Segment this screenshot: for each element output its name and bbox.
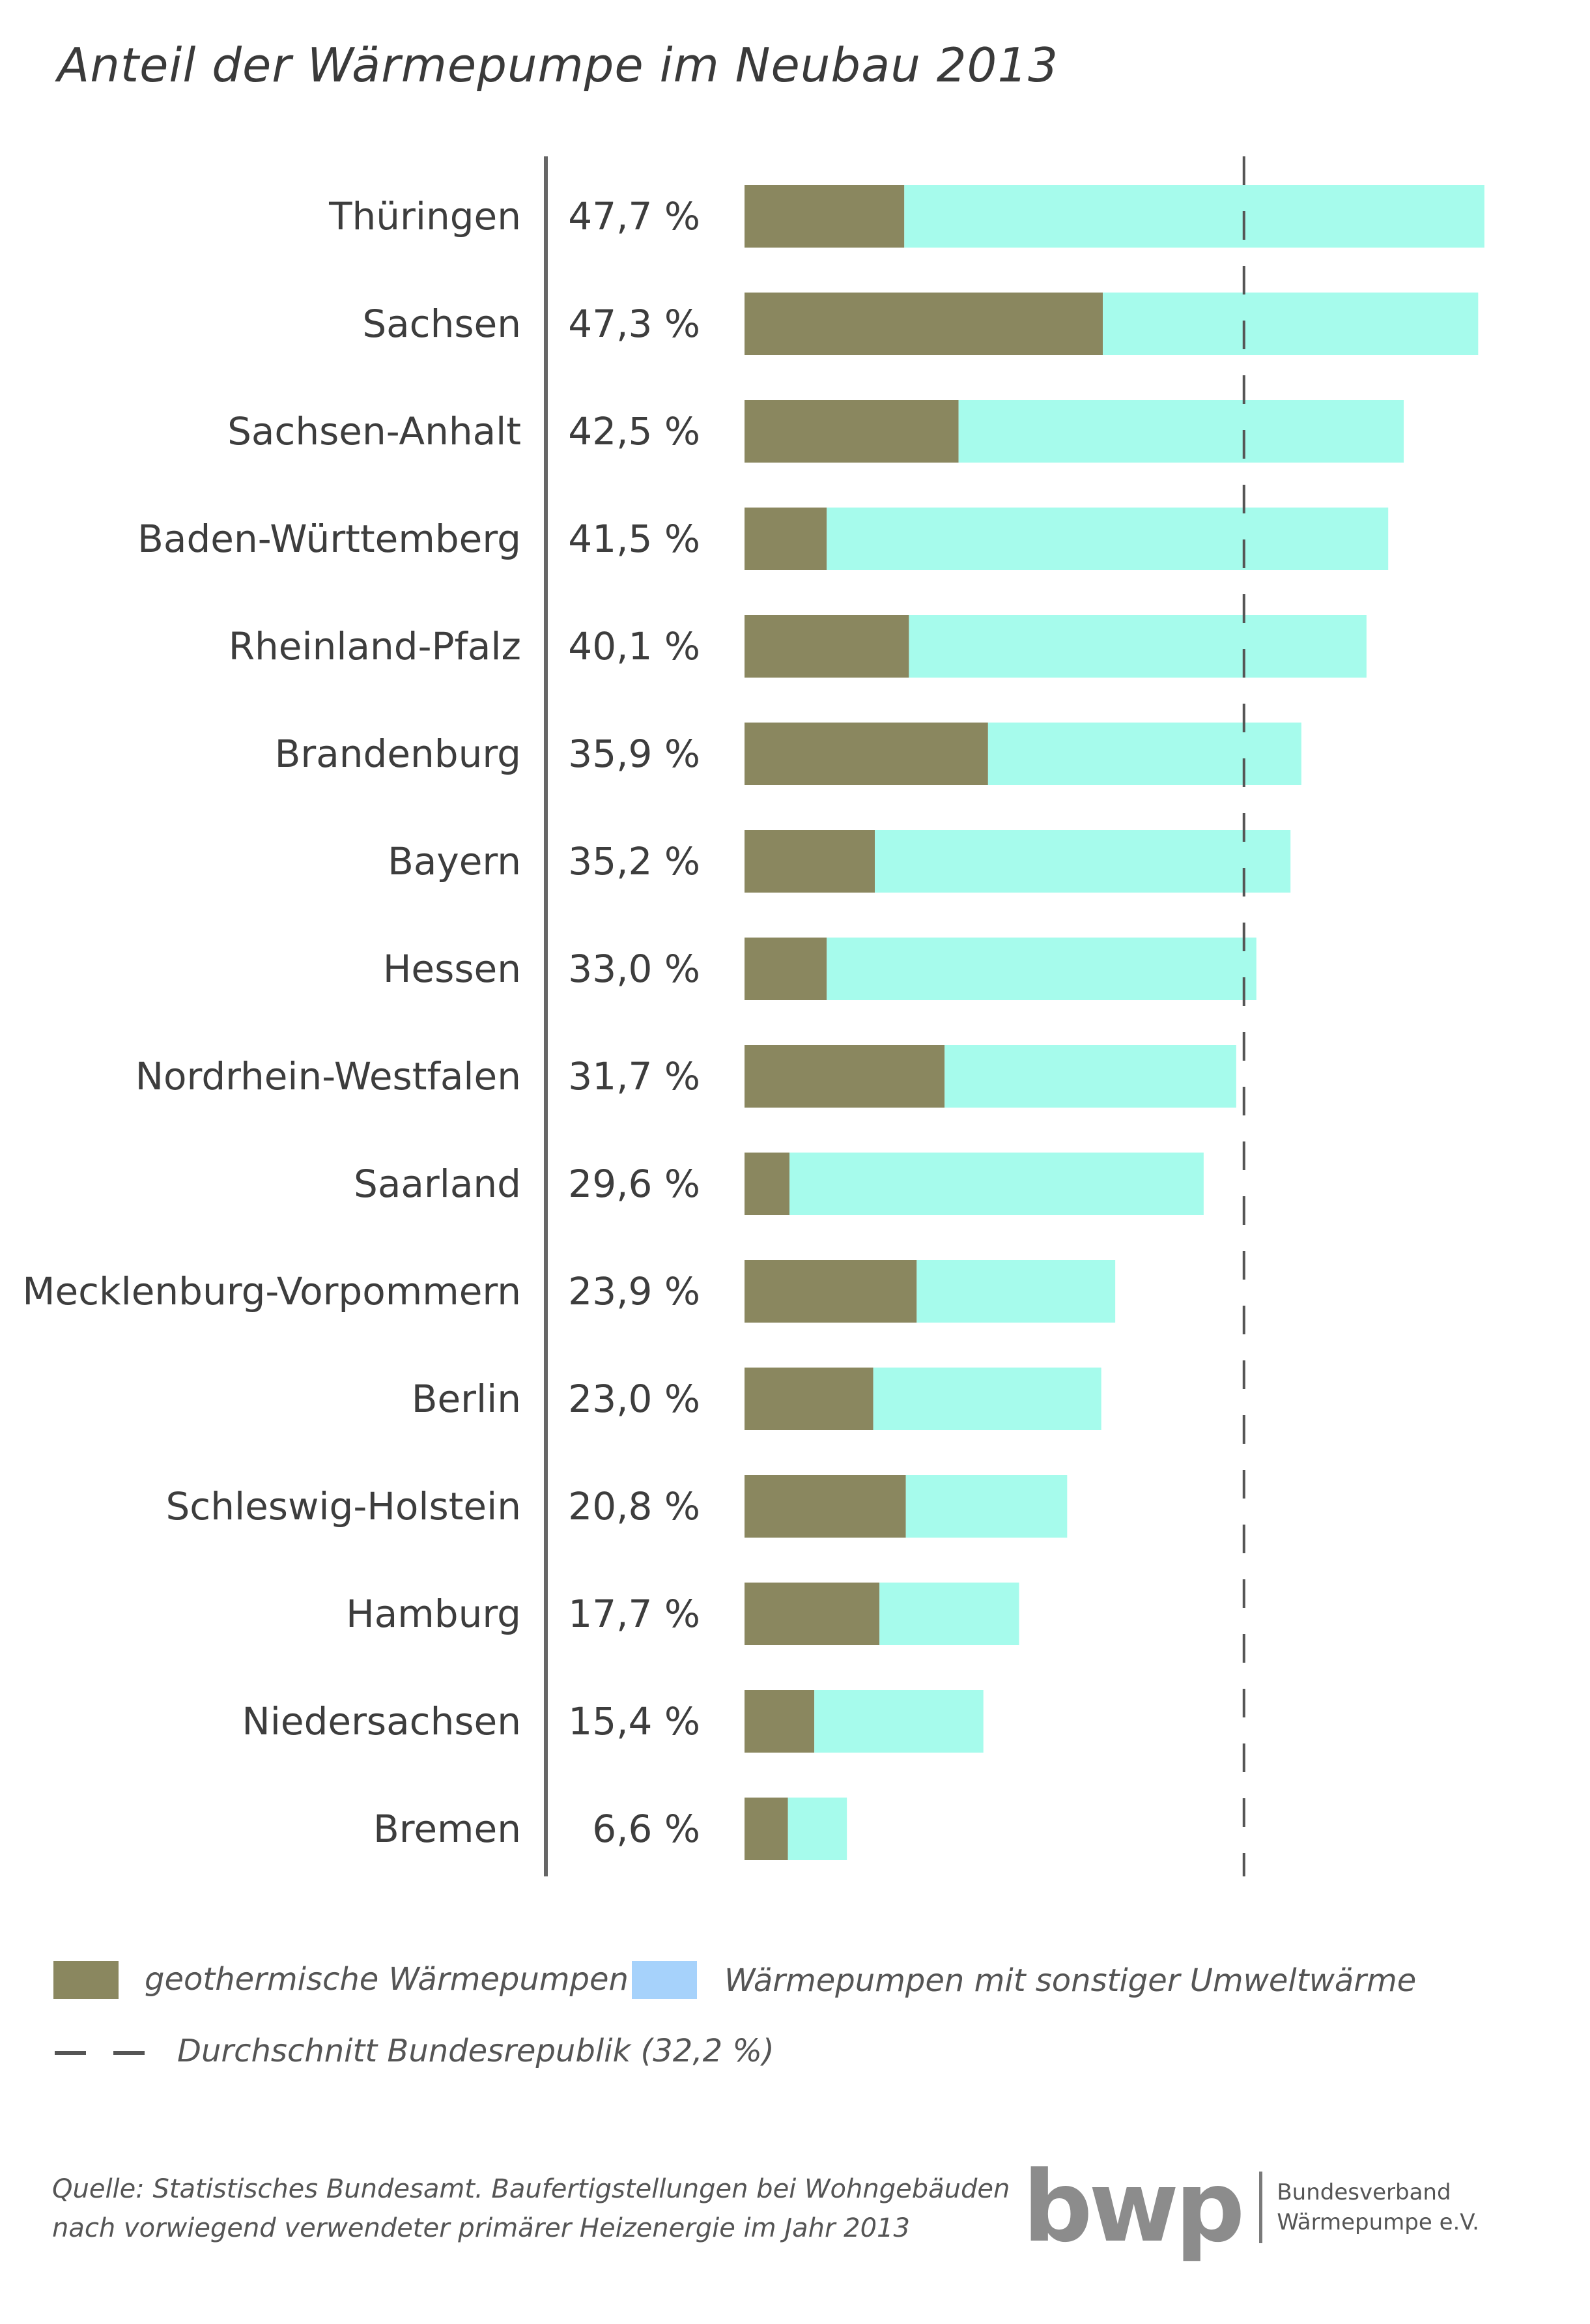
bar-geothermal <box>745 1690 815 1753</box>
bar-environment <box>1103 293 1479 355</box>
logo-separator <box>1259 2172 1263 2243</box>
bar-environment <box>827 938 1256 1000</box>
bar-geothermal <box>745 1045 945 1108</box>
logo-line-2: Wärmepumpe e.V. <box>1277 2209 1479 2235</box>
bar-environment <box>814 1690 984 1753</box>
bar-environment <box>789 1153 1204 1215</box>
source-line-2: nach vorwiegend verwendeter primärer Hei… <box>52 2213 910 2243</box>
legend-label-average: Durchschnitt Bundesrepublik (32,2 %) <box>177 2033 774 2069</box>
value-label: 23,0 % <box>568 1377 700 1421</box>
value-label: 15,4 % <box>568 1699 700 1743</box>
category-label: Nordrhein-Westfalen <box>135 1054 521 1098</box>
value-label: 29,6 % <box>568 1162 700 1206</box>
category-label: Schleswig-Holstein <box>165 1484 521 1528</box>
value-label: 40,1 % <box>568 624 700 668</box>
bar-geothermal <box>745 185 905 248</box>
bar-environment <box>987 723 1301 785</box>
legend-label-environment: Wärmepumpen mit sonstiger Umweltwärme <box>724 1962 1417 1999</box>
bar-geothermal <box>745 1368 873 1430</box>
bar-geothermal <box>745 508 827 570</box>
bwp-logo: bwp Bundesverband Wärmepumpe e.V. <box>1023 2151 1479 2264</box>
bar-geothermal <box>745 1260 917 1323</box>
legend-swatch-environment <box>632 1961 697 1999</box>
category-label: Sachsen <box>362 302 521 346</box>
bar-environment <box>909 615 1367 678</box>
category-label: Berlin <box>412 1377 521 1421</box>
category-label: Mecklenburg-Vorpommern <box>22 1269 521 1313</box>
value-label: 42,5 % <box>568 409 700 453</box>
category-label: Sachsen-Anhalt <box>227 409 521 453</box>
category-label: Rheinland-Pfalz <box>229 624 521 668</box>
legend-swatch-geothermal <box>53 1961 119 1999</box>
bar-environment <box>879 1583 1019 1645</box>
category-label: Bayern <box>388 839 521 883</box>
value-label: 23,9 % <box>568 1269 700 1313</box>
legend-dash-2 <box>113 2051 145 2055</box>
chart-title: Anteil der Wärmepumpe im Neubau 2013 <box>57 38 1058 93</box>
value-label: 47,3 % <box>568 302 700 346</box>
category-label: Brandenburg <box>275 732 521 776</box>
value-label: 31,7 % <box>568 1054 700 1098</box>
value-label: 41,5 % <box>568 517 700 561</box>
bar-environment <box>827 508 1389 570</box>
bar-geothermal <box>745 938 827 1000</box>
value-label: 33,0 % <box>568 947 700 991</box>
value-label: 47,7 % <box>568 194 700 238</box>
category-label: Hessen <box>383 947 521 991</box>
logo-line-1: Bundesverband <box>1277 2179 1451 2205</box>
bar-environment <box>905 1475 1068 1538</box>
logo-text: Bundesverband Wärmepumpe e.V. <box>1277 2177 1479 2237</box>
category-label: Bremen <box>373 1807 521 1851</box>
bar-geothermal <box>745 1475 906 1538</box>
category-label: Thüringen <box>328 194 521 238</box>
category-label: Saarland <box>354 1162 521 1206</box>
bar-geothermal <box>745 615 909 678</box>
bar-chart: Thüringen 47,7 % Sachsen 47,3 % Sachsen-Anha… <box>22 156 1484 1876</box>
value-label: 6,6 % <box>592 1807 700 1851</box>
bar-geothermal <box>745 1583 880 1645</box>
value-label: 35,9 % <box>568 732 700 776</box>
legend-label-geothermal: geothermische Wärmepumpen <box>145 1961 629 1998</box>
legend-dash-1 <box>55 2051 86 2055</box>
bar-geothermal <box>745 1798 788 1860</box>
bar-geothermal <box>745 1153 790 1215</box>
bar-environment <box>958 400 1404 463</box>
bar-environment <box>944 1045 1236 1108</box>
bar-environment <box>904 185 1484 248</box>
bar-geothermal <box>745 293 1103 355</box>
value-label: 17,7 % <box>568 1592 700 1636</box>
bar-environment <box>873 1368 1101 1430</box>
bar-geothermal <box>745 830 875 893</box>
category-label: Hamburg <box>346 1592 521 1636</box>
source-note: Quelle: Statistisches Bundesamt. Baufert… <box>52 2170 1010 2248</box>
bar-environment <box>788 1798 847 1860</box>
bar-environment <box>916 1260 1116 1323</box>
category-label: Baden-Württemberg <box>137 517 521 561</box>
bar-geothermal <box>745 723 988 785</box>
value-label: 35,2 % <box>568 839 700 883</box>
source-line-1: Quelle: Statistisches Bundesamt. Baufert… <box>52 2174 1010 2204</box>
bar-environment <box>875 830 1291 893</box>
value-label: 20,8 % <box>568 1484 700 1528</box>
bar-geothermal <box>745 400 959 463</box>
logo-mark: bwp <box>1023 2151 1245 2264</box>
category-label: Niedersachsen <box>242 1699 521 1743</box>
